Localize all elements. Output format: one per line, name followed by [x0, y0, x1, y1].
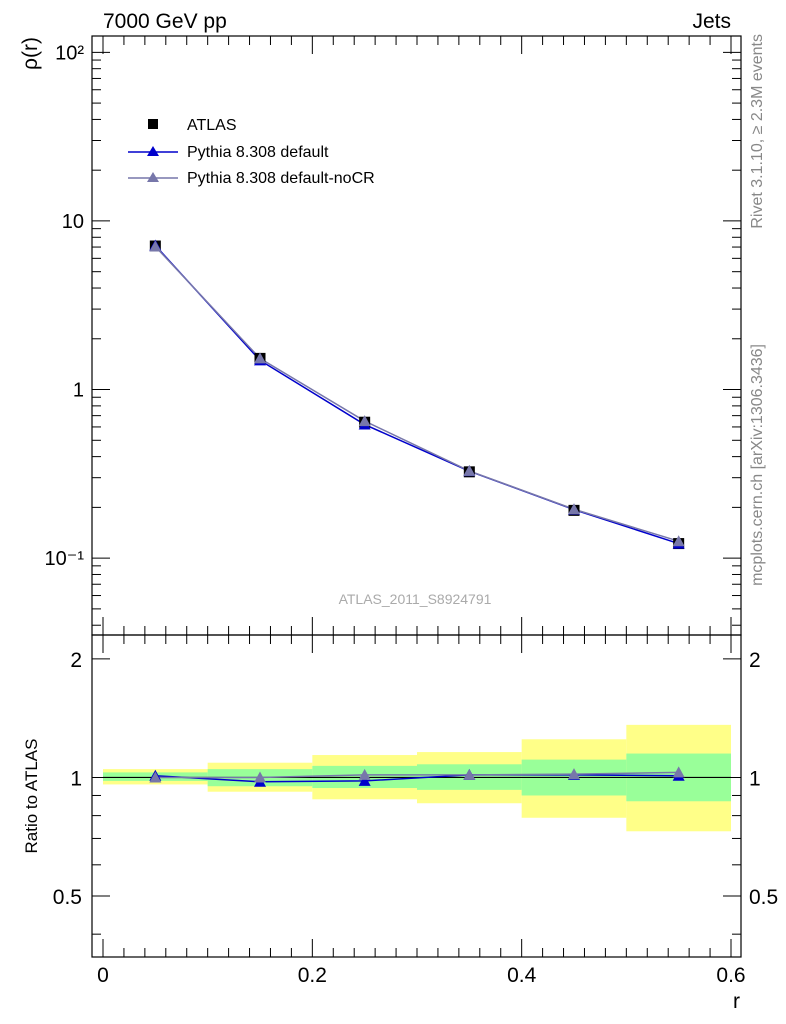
ratio-panel: 0.5 0.5 1 1 2 2 0 0.2 0.4 0.6 — [53, 634, 778, 987]
legend-label-default: Pythia 8.308 default — [187, 144, 329, 161]
side-text-mcplots: mcplots.cern.ch [arXiv:1306.3436] — [749, 344, 766, 586]
legend-marker-default — [147, 146, 159, 156]
ratio-x-tick-label: 0.2 — [298, 964, 327, 987]
ratio-y-axis-label: Ratio to ATLAS — [22, 739, 41, 854]
legend-marker-atlas — [148, 119, 158, 129]
main-y-axis-label: ρ(r) — [19, 37, 42, 70]
main-point-nocr — [358, 415, 371, 427]
main-point-nocr — [149, 240, 162, 252]
main-y-tick-label: 1 — [73, 380, 84, 402]
main-point-nocr — [254, 352, 266, 364]
ratio-y-tick-label: 1 — [70, 767, 82, 790]
legend-marker-nocr — [147, 172, 159, 182]
ratio-point-nocr — [672, 766, 685, 778]
ratio-y-tick-label-right: 1 — [749, 767, 761, 790]
main-series-line — [154, 244, 679, 545]
legend-label-nocr: Pythia 8.308 default-noCR — [187, 170, 375, 187]
header-left: 7000 GeV pp — [103, 10, 227, 33]
main-y-tick-label: 10 — [62, 211, 84, 233]
ratio-point-nocr — [358, 768, 371, 780]
ratio-y-tick-label-right: 2 — [749, 649, 761, 672]
side-text-rivet: Rivet 3.1.10, ≥ 2.3M events — [749, 34, 766, 229]
main-y-tick-label: 10² — [55, 42, 84, 64]
ratio-x-tick-label: 0 — [97, 964, 109, 987]
legend: ATLAS Pythia 8.308 default Pythia 8.308 … — [128, 117, 375, 187]
ratio-series-line — [155, 771, 679, 779]
main-point-nocr — [463, 464, 476, 476]
ratio-point-default — [358, 774, 371, 786]
ratio-x-tick-label: 0.6 — [716, 964, 745, 987]
ratio-point-nocr — [254, 771, 266, 783]
ratio-y-tick-label-right: 0.5 — [749, 886, 778, 909]
ratio-x-tick-label: 0.4 — [507, 964, 537, 987]
main-y-tick-label: 10⁻¹ — [45, 548, 85, 570]
main-panel: 10⁻¹ 1 10 10² — [45, 35, 742, 636]
ratio-series-line — [155, 774, 679, 783]
main-point-nocr — [568, 503, 580, 515]
main-series-line — [154, 246, 679, 542]
ratio-point-nocr — [149, 771, 162, 783]
ratio-y-tick-label: 2 — [70, 649, 82, 672]
ratio-point-nocr — [568, 768, 580, 780]
analysis-label: ATLAS_2011_S8924791 — [339, 591, 492, 607]
ratio-y-tick-label: 0.5 — [53, 886, 82, 909]
header-right: Jets — [692, 10, 731, 33]
ratio-point-nocr — [463, 768, 476, 780]
x-axis-label: r — [733, 990, 740, 1013]
main-point-nocr — [672, 535, 685, 547]
legend-label-atlas: ATLAS — [187, 117, 237, 134]
